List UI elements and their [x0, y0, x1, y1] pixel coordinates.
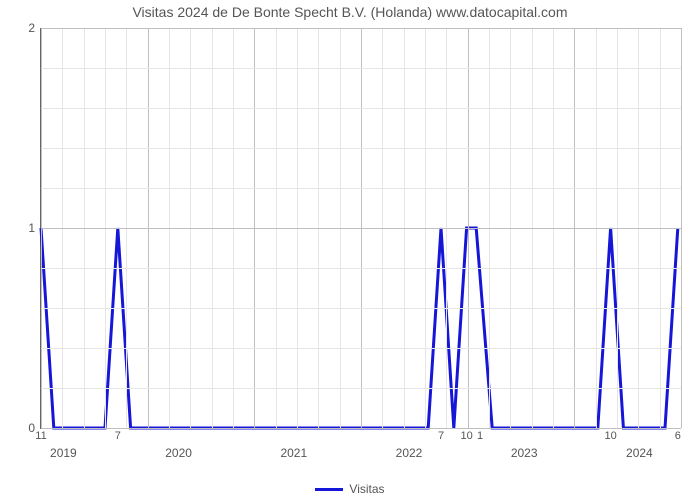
chart-title: Visitas 2024 de De Bonte Specht B.V. (Ho…: [0, 4, 700, 20]
gridline-horizontal-minor: [41, 148, 681, 149]
data-point-label: 6: [675, 428, 681, 442]
legend-swatch: [315, 488, 343, 491]
gridline-horizontal-major: [41, 428, 681, 429]
y-tick-label: 1: [28, 221, 41, 235]
x-year-label: 2022: [396, 428, 423, 460]
gridline-horizontal-minor: [41, 68, 681, 69]
legend: Visitas: [0, 482, 700, 496]
data-point-label: 7: [438, 428, 444, 442]
gridline-horizontal-minor: [41, 188, 681, 189]
chart-container: Visitas 2024 de De Bonte Specht B.V. (Ho…: [0, 0, 700, 500]
gridline-horizontal-minor: [41, 308, 681, 309]
data-point-label: 10: [460, 428, 472, 442]
gridline-horizontal-minor: [41, 348, 681, 349]
legend-label: Visitas: [349, 482, 384, 496]
gridline-horizontal-major: [41, 28, 681, 29]
gridline-horizontal-major: [41, 228, 681, 229]
x-year-label: 2020: [165, 428, 192, 460]
data-point-label: 11: [35, 428, 46, 442]
gridline-horizontal-minor: [41, 268, 681, 269]
y-tick-label: 2: [28, 21, 41, 35]
plot-area: 0122019202020212022202320241177101106: [40, 28, 681, 429]
x-year-label: 2021: [280, 428, 307, 460]
data-point-label: 10: [604, 428, 616, 442]
gridline-horizontal-minor: [41, 108, 681, 109]
x-year-label: 2019: [50, 428, 77, 460]
data-point-label: 1: [477, 428, 483, 442]
gridline-vertical: [681, 28, 682, 428]
gridline-horizontal-minor: [41, 388, 681, 389]
x-year-label: 2023: [511, 428, 538, 460]
data-point-label: 7: [115, 428, 121, 442]
x-year-label: 2024: [626, 428, 653, 460]
